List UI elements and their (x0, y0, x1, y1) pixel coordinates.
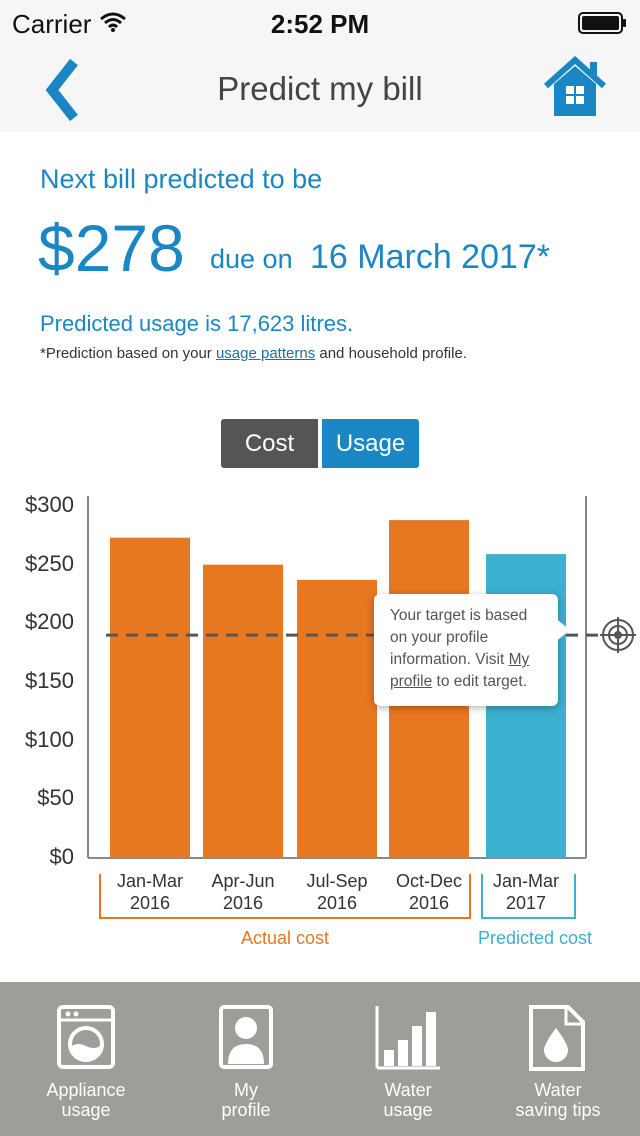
tooltip-line: Your target is based (390, 607, 528, 624)
water-drop-icon (529, 1005, 585, 1071)
usage-patterns-link[interactable]: usage patterns (215, 345, 316, 362)
bar-chart-icon (375, 1006, 440, 1070)
y-tick-label: $200 (25, 609, 74, 635)
tooltip-text: Your target is based on your profile inf… (390, 605, 556, 693)
x-category-label: Jan-Mar 2016 (116, 871, 183, 913)
tab-water-saving-tips[interactable]: Water saving tips (488, 996, 628, 1126)
x-category-label: Jul-Sep 2016 (306, 871, 368, 913)
tooltip-pointer (554, 617, 570, 643)
y-tick-label: $150 (25, 668, 74, 693)
chart-bar[interactable] (203, 564, 283, 858)
y-tick-label: $300 (25, 492, 74, 517)
predicted-usage: Predicted usage is 17,623 litres. (40, 311, 354, 336)
cost-toggle-button[interactable]: Cost (221, 419, 318, 468)
page-title: Predict my bill (217, 70, 423, 107)
back-chevron-icon[interactable] (40, 58, 84, 122)
tab-label: Appliance (46, 1080, 126, 1100)
carrier-label: Carrier (12, 9, 92, 39)
predicted-bracket (481, 874, 576, 919)
footnote-suffix: and household profile. (315, 345, 467, 362)
tab-label: Water (384, 1080, 432, 1100)
tab-my-profile[interactable]: My profile (176, 996, 316, 1126)
tab-label: Water (534, 1080, 582, 1100)
y-tick-label: $50 (37, 785, 74, 811)
x-category-label: Jan-Mar 2017 (492, 871, 559, 913)
tab-label: saving tips (515, 1100, 601, 1120)
usage-toggle-button[interactable]: Usage (322, 419, 419, 468)
x-category-label: Oct-Dec 2016 (395, 871, 462, 913)
washing-machine-icon (57, 1005, 115, 1069)
predicted-cost-label: Predicted cost (477, 928, 593, 948)
tooltip-line: information. Visit (390, 651, 509, 668)
my-profile-link[interactable]: profile (390, 673, 433, 690)
home-icon[interactable] (542, 56, 608, 118)
target-tooltip (374, 594, 558, 706)
person-icon (219, 1005, 273, 1069)
y-tick-label: $0 (49, 844, 74, 869)
my-profile-link[interactable]: My (508, 651, 530, 668)
prediction-footnote: *Prediction based on your usage patterns… (40, 345, 467, 362)
x-category-label: Apr-Jun 2016 (211, 871, 275, 913)
clock: 2:52 PM (270, 9, 370, 39)
due-date: 16 March 2017* (310, 238, 551, 276)
actual-bracket (99, 874, 471, 919)
tooltip-line: on your profile (390, 629, 489, 646)
tab-label: usage (61, 1100, 111, 1120)
wifi-icon (100, 12, 126, 32)
chart-bar[interactable] (110, 537, 190, 858)
actual-cost-label: Actual cost (240, 928, 330, 948)
predicted-amount: $278 (38, 211, 185, 285)
tooltip-line: to edit target. (432, 673, 527, 690)
y-tick-label: $100 (25, 726, 74, 752)
nav-bar (0, 46, 640, 132)
chart-bar[interactable] (297, 579, 377, 858)
prediction-heading: Next bill predicted to be (40, 164, 323, 194)
tab-label: usage (383, 1100, 433, 1120)
tab-appliance-usage[interactable]: Appliance usage (16, 996, 156, 1126)
tab-water-usage[interactable]: Water usage (338, 996, 478, 1126)
battery-icon (578, 12, 626, 34)
footnote-prefix: *Prediction based on your (40, 345, 216, 362)
target-icon[interactable] (600, 617, 636, 653)
tab-label: My (234, 1080, 258, 1100)
y-tick-label: $250 (25, 550, 74, 576)
tab-label: profile (221, 1100, 271, 1120)
due-label: due on (210, 244, 293, 274)
